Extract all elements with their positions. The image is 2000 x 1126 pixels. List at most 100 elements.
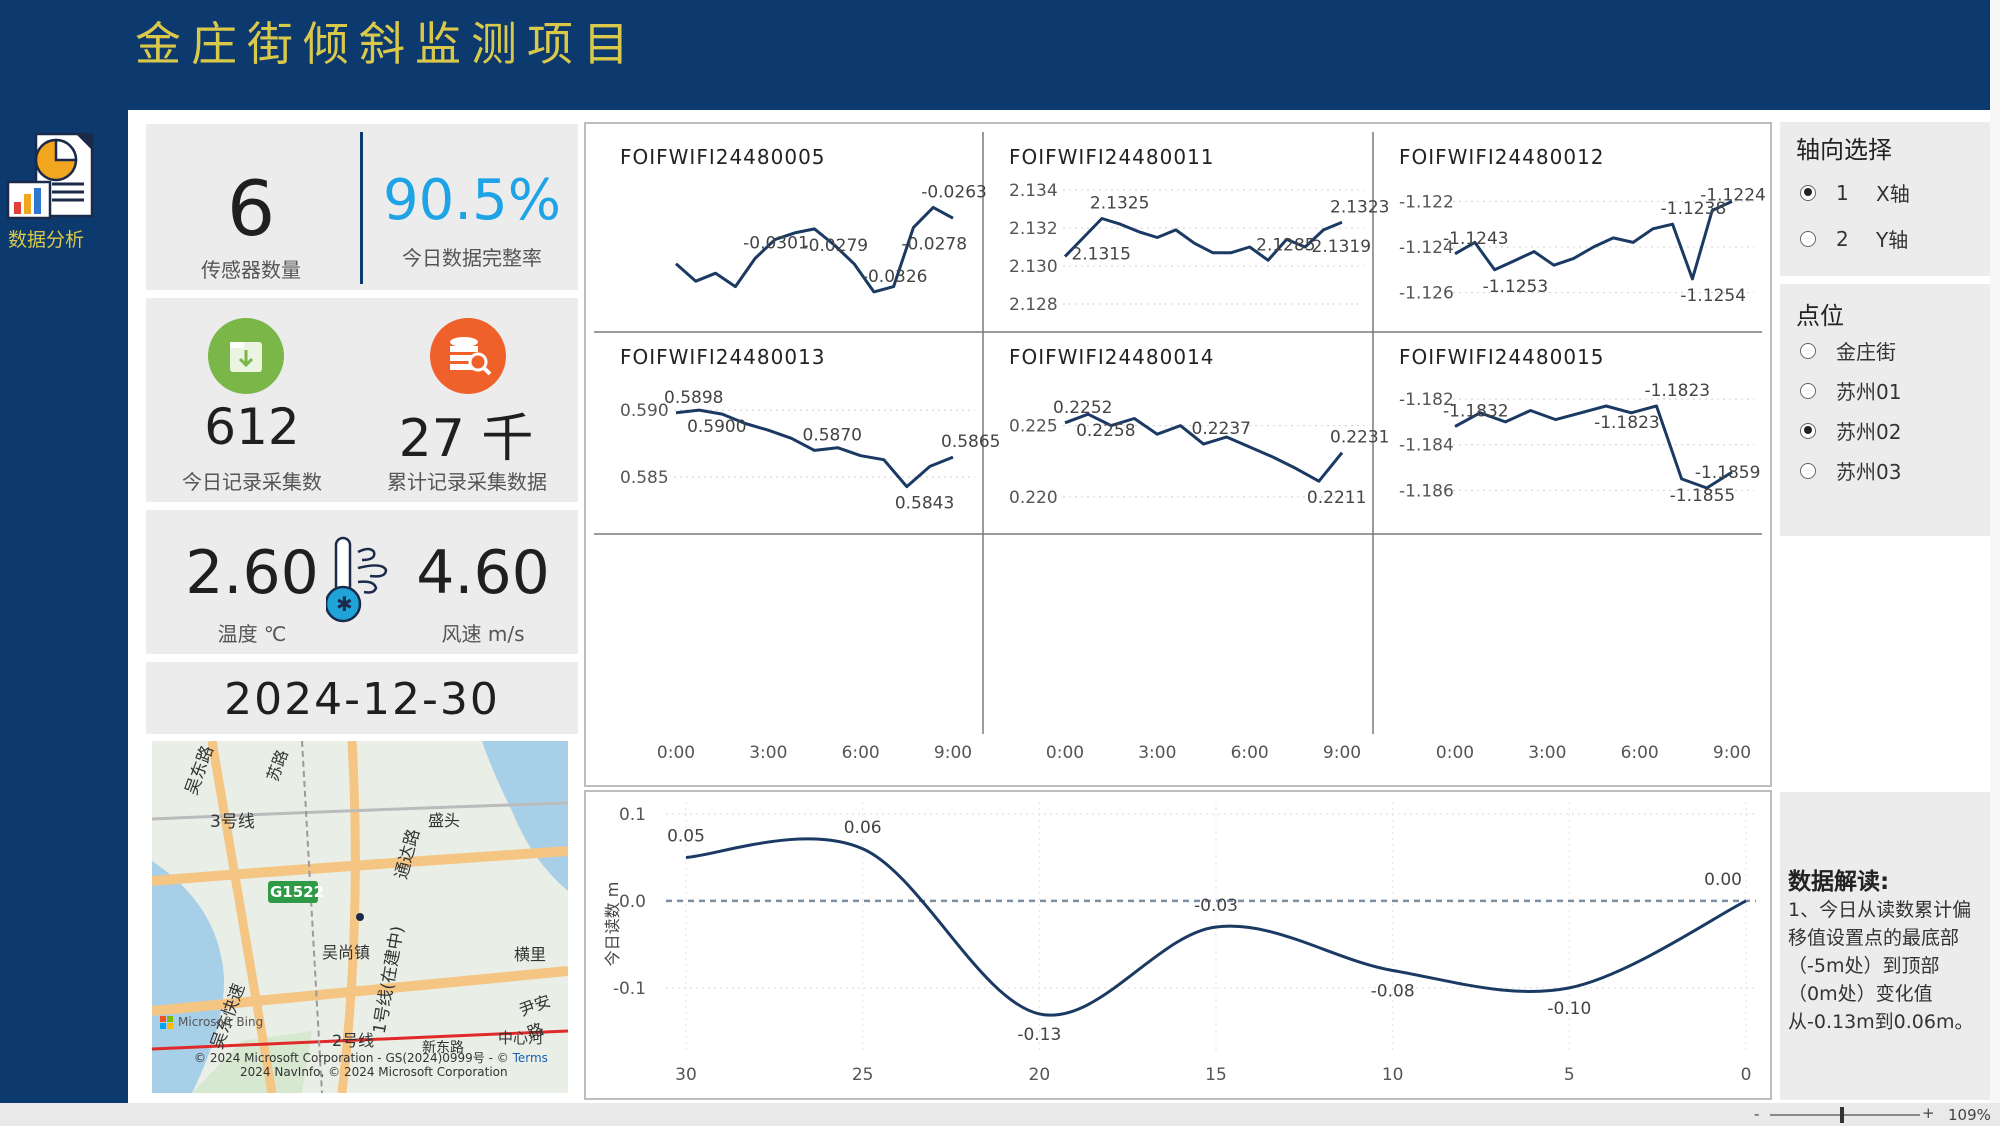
data-label: 0.5898 — [664, 388, 723, 408]
map[interactable]: 吴东路 3号线 盛头 G1522 通达路 吴尚镇 横里 吴东快速 1号线(在建中… — [152, 741, 568, 1093]
y-tick-label: 0.585 — [620, 468, 669, 488]
total-records-value: 27 千 — [398, 409, 534, 469]
series-line — [675, 205, 954, 294]
map-label-wushang: 吴尚镇 — [322, 943, 371, 962]
small-multiples-svg: FOIFWIFI24480005 -0.0301-0.0279 -0.0326 -0.… — [594, 132, 1766, 763]
zoom-slider-track[interactable] — [1770, 1114, 1920, 1116]
data-analysis-icon[interactable] — [4, 120, 96, 220]
data-label: -1.1855 — [1670, 486, 1736, 506]
map-label-line2: 2号线 — [332, 1031, 375, 1050]
page-title: 金庄街倾斜监测项目 — [135, 17, 639, 71]
data-label: -0.0263 — [921, 182, 987, 202]
point-option-label: 苏州02 — [1836, 420, 1902, 444]
data-label: -0.10 — [1547, 999, 1591, 1019]
date-card: 2024-12-30 — [146, 662, 578, 734]
temperature-label: 温度 ℃ — [217, 622, 287, 646]
sensor-count-label: 传感器数量 — [201, 258, 301, 282]
data-label: 2.1325 — [1090, 194, 1149, 214]
x-tick-label: 9:00 — [934, 743, 972, 763]
zoom-in-button[interactable]: + — [1922, 1104, 1935, 1122]
point-option-suzhou02[interactable]: 苏州02 — [1800, 416, 1901, 445]
offset-series-line — [685, 837, 1747, 1017]
kpi-card-records: 612 今日记录采集数 27 千 累计记录采集数据 — [146, 298, 578, 502]
x-tick-label: 0 — [1741, 1065, 1752, 1085]
data-label: -0.03 — [1194, 896, 1238, 916]
radio-icon[interactable] — [1800, 382, 1816, 399]
map-label-g1522: G1522 — [270, 883, 325, 901]
axis-option-num: 1 — [1836, 180, 1849, 205]
x-tick-label: 20 — [1029, 1065, 1051, 1085]
y-tick-label: 0.590 — [620, 401, 669, 421]
date-value: 2024-12-30 — [224, 674, 500, 725]
data-label: 0.2237 — [1192, 419, 1251, 439]
zoom-out-button[interactable]: - — [1754, 1105, 1760, 1123]
axis-option-y[interactable]: 2 Y轴 — [1800, 224, 1908, 253]
radio-icon[interactable] — [1800, 462, 1816, 479]
x-tick-label: 0:00 — [1436, 743, 1474, 763]
map-label-hengli: 横里 — [514, 945, 547, 964]
database-search-icon — [430, 318, 506, 394]
point-option-suzhou01[interactable]: 苏州01 — [1800, 376, 1901, 405]
data-label: -0.0279 — [803, 236, 869, 256]
data-label: 0.05 — [667, 826, 705, 846]
svg-text:✱: ✱ — [336, 592, 353, 616]
radio-icon[interactable] — [1800, 184, 1816, 201]
zoom-level: 109% — [1948, 1106, 1991, 1124]
y-tick-label: -1.186 — [1399, 481, 1454, 501]
map-canvas[interactable] — [152, 741, 568, 1093]
map-brand: Microsoft Bing — [178, 1015, 264, 1029]
series-line — [675, 408, 954, 489]
data-label: 0.5900 — [687, 417, 746, 437]
series-line — [1064, 412, 1344, 483]
y-tick-label: -1.124 — [1399, 238, 1454, 258]
y-tick-label: 2.134 — [1009, 181, 1058, 201]
axis-option-x[interactable]: 1 X轴 — [1800, 178, 1910, 207]
series-line — [1454, 200, 1733, 281]
kpi-divider — [360, 132, 363, 284]
data-label: 0.5843 — [895, 494, 954, 514]
download-icon — [208, 318, 284, 394]
map-attribution-text: © 2024 Microsoft Corporation - GS(2024)0… — [194, 1051, 509, 1065]
y-tick-label: -1.184 — [1399, 436, 1454, 456]
radio-icon[interactable] — [1800, 230, 1816, 247]
y-tick-label: 0.1 — [619, 805, 646, 825]
nav-label-data-analysis[interactable]: 数据分析 — [8, 229, 85, 251]
kpi-card-weather: 2.60 温度 ℃ ✱ 4.60 风速 m/s — [146, 510, 578, 654]
radio-icon[interactable] — [1800, 342, 1816, 359]
data-label: 2.1315 — [1071, 245, 1130, 265]
point-option-label: 金庄街 — [1836, 340, 1896, 364]
point-option-jinzhuangjie[interactable]: 金庄街 — [1800, 336, 1896, 365]
data-label: -1.1859 — [1695, 463, 1761, 483]
map-label-xindong-rd: 新东路 — [422, 1040, 464, 1056]
data-label: 0.2231 — [1330, 428, 1389, 448]
x-tick-label: 6:00 — [1621, 743, 1659, 763]
title-bar: 金庄街倾斜监测项目 — [0, 0, 1990, 110]
wind-label: 风速 m/s — [441, 622, 525, 646]
data-label: 0.5865 — [941, 432, 1000, 452]
map-attribution-1: © 2024 Microsoft Corporation - GS(2024)0… — [194, 1049, 548, 1066]
axis-option-num: 2 — [1836, 226, 1849, 251]
y-tick-label: 0.220 — [1009, 488, 1058, 508]
x-tick-label: 3:00 — [749, 743, 787, 763]
x-tick-label: 15 — [1205, 1065, 1227, 1085]
point-option-label: 苏州03 — [1836, 460, 1902, 484]
y-tick-label: 0.225 — [1009, 417, 1058, 437]
kpi-card-sensors: 6 传感器数量 90.5% 今日数据完整率 — [146, 124, 578, 290]
map-terms-link[interactable]: Terms — [512, 1051, 548, 1065]
y-tick-label: 0.0 — [619, 892, 646, 912]
x-tick-label: 10 — [1382, 1065, 1404, 1085]
interpretation-panel: 数据解读: 1、今日从读数累计偏移值设置点的最底部（-5m处）到顶部（0m处）变… — [1780, 792, 1990, 1100]
x-tick-label: 6:00 — [1231, 743, 1269, 763]
map-label-zhongxin-river: 中心河 — [498, 1029, 544, 1047]
small-multiples-chart: FOIFWIFI24480005 -0.0301 -0.0279 -0.0326 -0.… — [584, 122, 1772, 787]
zoom-slider-thumb[interactable] — [1840, 1107, 1844, 1123]
y-axis-label: 今日读数 m — [603, 881, 622, 967]
small-chart-title: FOIFWIFI24480005 — [620, 145, 826, 169]
axis-selector-panel: 轴向选择 1 X轴 2 Y轴 — [1780, 122, 1990, 276]
map-attribution-2: 2024 NavInfo, © 2024 Microsoft Corporati… — [240, 1065, 508, 1079]
x-tick-label: 3:00 — [1528, 743, 1566, 763]
data-label: 0.06 — [844, 818, 882, 838]
point-option-suzhou03[interactable]: 苏州03 — [1800, 456, 1901, 485]
axis-panel-title: 轴向选择 — [1796, 136, 1892, 164]
radio-icon[interactable] — [1800, 422, 1816, 439]
